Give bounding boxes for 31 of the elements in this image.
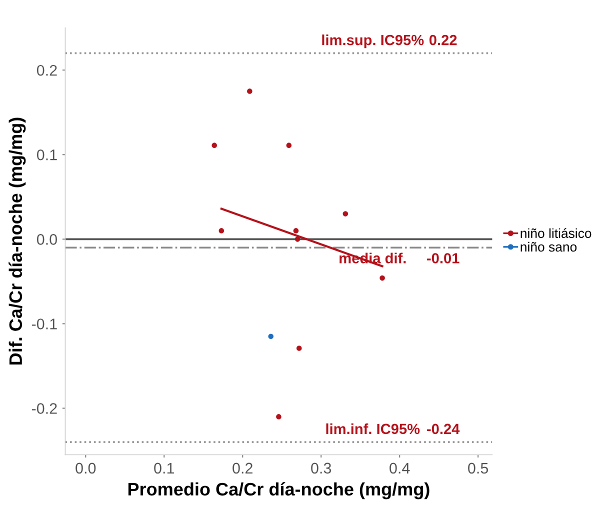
legend-label: niño sano xyxy=(520,242,577,252)
x-tick-label: 0.3 xyxy=(311,462,332,474)
point xyxy=(247,88,252,94)
point xyxy=(293,228,299,234)
point xyxy=(276,414,282,420)
annotation: -0.01 xyxy=(427,253,460,264)
x-tick-label: 0.5 xyxy=(468,462,488,474)
y-tick-label: -0.2 xyxy=(32,403,57,414)
x-tick-label: 0.0 xyxy=(76,462,96,474)
y-axis-title: Dif. Ca/Cr día-noche (mg/mg) xyxy=(8,118,26,364)
legend-label: niño litiásico xyxy=(520,228,592,238)
y-tick-label: 0.2 xyxy=(36,64,57,76)
y-tick-label: 0.1 xyxy=(36,149,57,160)
point xyxy=(342,211,348,216)
annotation: -0.24 xyxy=(427,424,460,434)
annotation: 0.22 xyxy=(429,34,457,46)
point xyxy=(212,142,218,148)
x-axis-title: Promedio Ca/Cr día-noche (mg/mg) xyxy=(128,482,430,500)
x-tick-label: 0.1 xyxy=(154,462,174,474)
point xyxy=(294,236,300,242)
x-tick-label: 0.2 xyxy=(232,462,252,474)
point xyxy=(218,228,224,234)
point xyxy=(286,142,292,148)
ref-line-label: lim.sup. IC95% xyxy=(322,34,424,48)
y-tick-label: 0.0 xyxy=(36,234,57,245)
ref-line-label: lim.inf. IC95% xyxy=(326,423,420,434)
point xyxy=(380,275,385,281)
point xyxy=(296,346,302,351)
point xyxy=(268,334,274,340)
y-tick-label: -0.1 xyxy=(32,318,57,330)
x-tick-label: 0.4 xyxy=(390,462,410,474)
